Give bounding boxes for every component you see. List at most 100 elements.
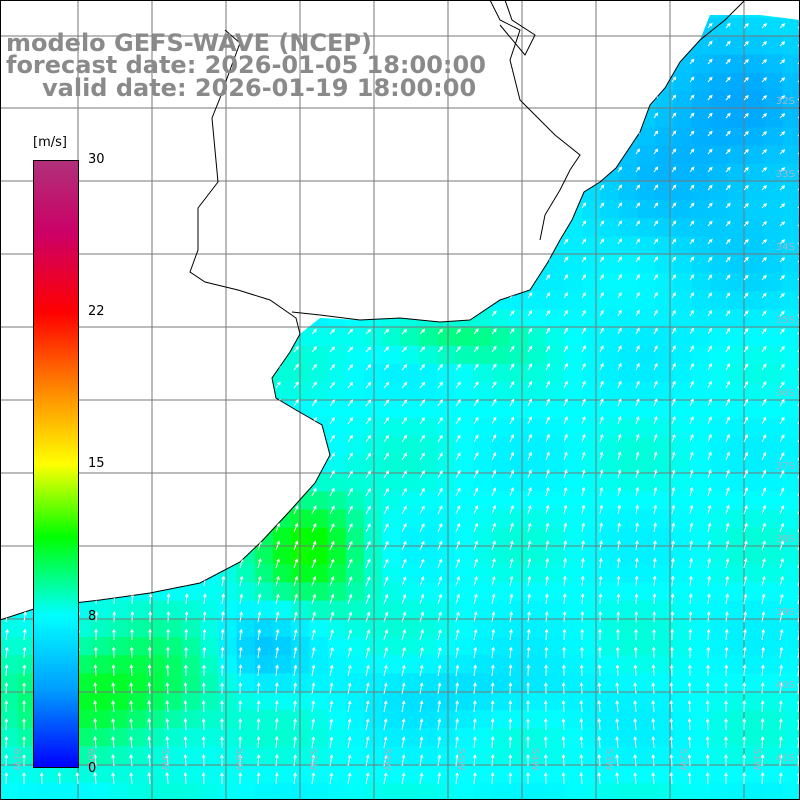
wind-cell xyxy=(746,637,765,656)
wind-arrow-head xyxy=(331,540,335,545)
wind-cell xyxy=(455,728,474,747)
wind-arrow-head xyxy=(690,202,695,207)
wind-cell xyxy=(418,382,438,401)
wind-arrow xyxy=(293,523,298,533)
wind-arrow xyxy=(779,417,785,425)
wind-arrow-head xyxy=(439,328,444,333)
wind-arrow-head xyxy=(349,505,353,510)
wind-arrow-head xyxy=(636,292,640,296)
wind-arrow-head xyxy=(582,398,586,403)
wind-arrow-head xyxy=(546,363,550,367)
wind-arrow-head xyxy=(457,346,461,350)
wind-arrow xyxy=(653,523,657,533)
wind-arrow-head xyxy=(617,522,621,527)
wind-cell xyxy=(491,782,511,800)
wind-arrow-head xyxy=(203,593,207,598)
wind-cell xyxy=(764,709,784,729)
wind-arrow-head xyxy=(474,469,479,474)
wind-arrow xyxy=(599,345,604,353)
wind-arrow xyxy=(473,576,478,587)
wind-arrow xyxy=(491,505,496,515)
wind-cell xyxy=(655,473,674,492)
wind-cell xyxy=(728,218,747,238)
wind-arrow-head xyxy=(762,292,767,297)
wind-arrow xyxy=(635,505,639,515)
wind-arrow xyxy=(527,523,531,533)
wind-arrow xyxy=(329,329,335,335)
wind-cell xyxy=(163,673,183,693)
wind-arrow xyxy=(797,149,800,155)
wind-cell xyxy=(673,163,693,183)
wind-arrow-head xyxy=(456,575,460,580)
wind-cell xyxy=(327,382,347,401)
wind-arrow xyxy=(239,594,243,605)
wind-cell xyxy=(655,273,674,292)
wind-arrow-head xyxy=(654,415,658,420)
wind-cell xyxy=(728,327,747,347)
wind-cell xyxy=(564,709,583,729)
wind-arrow-head xyxy=(726,380,730,385)
wind-arrow xyxy=(653,345,658,353)
wind-cell xyxy=(709,691,729,711)
wind-arrow xyxy=(311,576,316,587)
wind-arrow xyxy=(347,382,353,389)
wind-cell xyxy=(491,400,511,420)
wind-arrow-head xyxy=(457,416,461,421)
wind-arrow-head xyxy=(439,470,443,474)
wind-cell xyxy=(418,455,438,474)
wind-arrow xyxy=(797,167,800,173)
wind-arrow xyxy=(275,541,280,551)
wind-arrow-head xyxy=(257,593,262,598)
wind-cell xyxy=(618,673,638,693)
wind-cell xyxy=(691,345,711,365)
wind-arrow xyxy=(401,346,407,353)
wind-cell xyxy=(291,764,310,784)
wind-arrow-head xyxy=(349,470,353,475)
wind-cell xyxy=(473,327,492,347)
wind-arrow-head xyxy=(439,363,444,368)
wind-cell xyxy=(709,564,729,583)
wind-cell xyxy=(509,582,529,602)
wind-arrow-head xyxy=(616,575,621,580)
wind-arrow xyxy=(383,559,389,569)
wind-arrow-head xyxy=(634,575,639,580)
wind-arrow xyxy=(509,594,513,605)
wind-cell xyxy=(728,764,747,784)
wind-cell xyxy=(436,746,456,765)
wind-cell xyxy=(364,400,383,420)
wind-arrow-head xyxy=(708,76,713,81)
wind-arrow-head xyxy=(654,184,659,189)
wind-cell xyxy=(91,673,110,693)
wind-arrow-head xyxy=(510,310,515,315)
wind-arrow-head xyxy=(581,522,586,527)
wind-arrow-head xyxy=(366,576,371,581)
wind-cell xyxy=(509,364,529,383)
wind-arrow xyxy=(581,558,584,569)
wind-arrow xyxy=(707,416,712,425)
wind-arrow-head xyxy=(582,238,587,243)
wind-cell xyxy=(637,145,656,165)
wind-arrow xyxy=(545,328,550,335)
wind-cell xyxy=(655,600,674,620)
wind-arrow xyxy=(545,363,550,371)
wind-arrow-head xyxy=(385,328,390,333)
wind-arrow-head xyxy=(600,291,604,296)
wind-cell xyxy=(382,691,401,711)
wind-cell xyxy=(345,709,365,729)
wind-arrow xyxy=(761,523,766,533)
wind-cell xyxy=(527,291,547,310)
wind-cell xyxy=(546,546,565,565)
wind-cell xyxy=(400,782,420,800)
wind-arrow-head xyxy=(474,558,478,563)
wind-arrow-head xyxy=(689,557,693,562)
wind-cell xyxy=(382,364,401,383)
wind-cell xyxy=(145,655,165,674)
wind-arrow-head xyxy=(331,469,335,474)
wind-arrow-head xyxy=(599,433,604,438)
wind-cell xyxy=(382,673,401,693)
wind-arrow-head xyxy=(403,328,408,333)
wind-cell xyxy=(564,564,583,583)
wind-cell xyxy=(600,418,620,438)
wind-cell xyxy=(509,345,529,365)
wind-arrow xyxy=(329,506,335,515)
